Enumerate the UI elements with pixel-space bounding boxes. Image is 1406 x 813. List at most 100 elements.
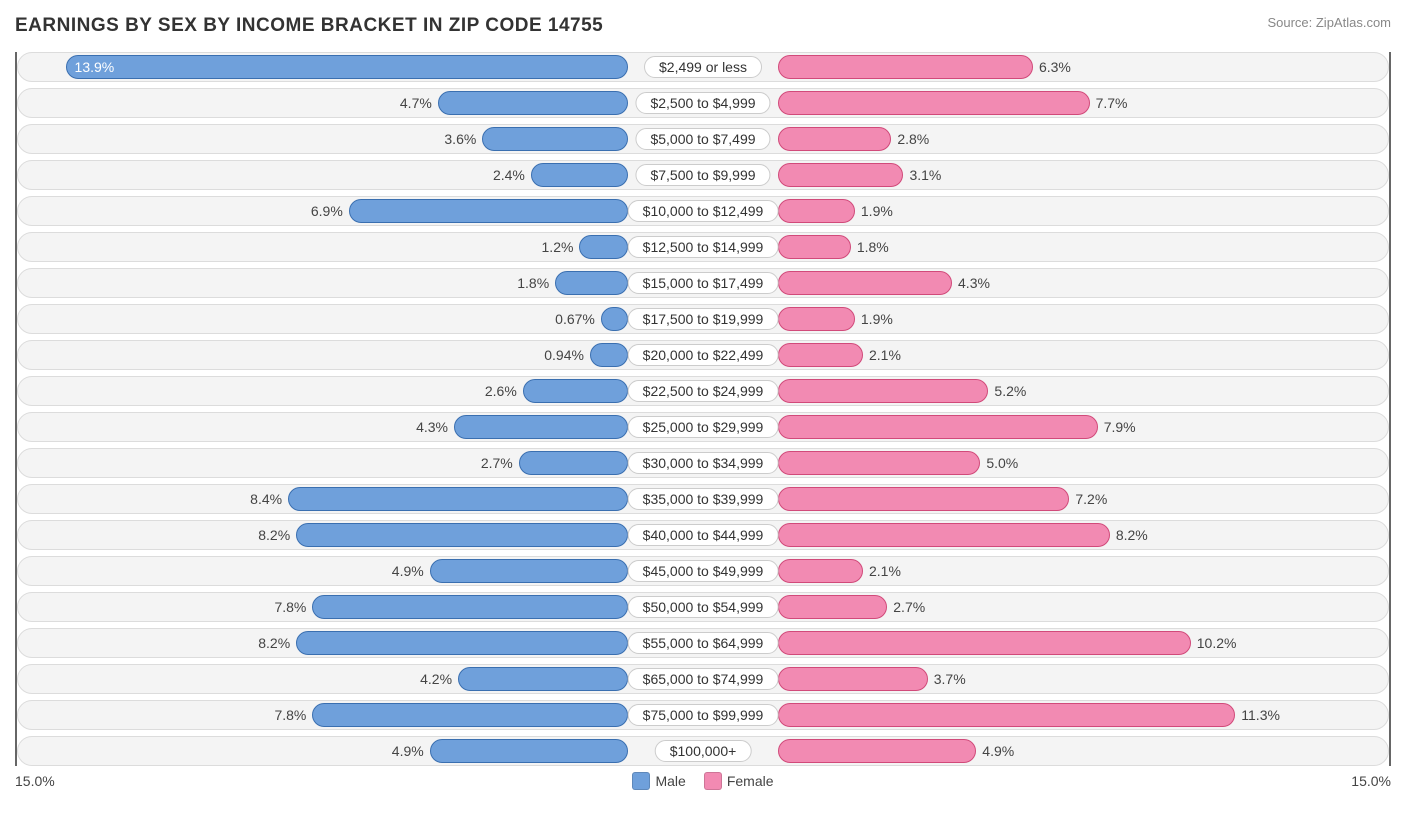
female-pct-label: 3.1% — [909, 167, 941, 183]
female-bar — [778, 55, 1033, 79]
male-half: 1.8% — [21, 271, 703, 295]
legend-male-label: Male — [655, 773, 685, 789]
male-half: 13.9% — [21, 55, 703, 79]
male-bar — [312, 595, 628, 619]
male-bar — [519, 451, 628, 475]
chart-row: 1.2%1.8%$12,500 to $14,999 — [17, 232, 1389, 262]
income-bracket-label: $5,000 to $7,499 — [635, 128, 770, 150]
legend-female: Female — [704, 772, 774, 790]
female-bar — [778, 235, 851, 259]
female-bar — [778, 127, 891, 151]
male-half: 7.8% — [21, 703, 703, 727]
male-pct-label: 0.94% — [544, 347, 584, 363]
female-half: 5.0% — [703, 451, 1385, 475]
chart-row: 0.94% 2.1%$20,000 to $22,499 — [17, 340, 1389, 370]
income-bracket-label: $75,000 to $99,999 — [628, 704, 779, 726]
female-bar — [778, 343, 863, 367]
income-bracket-label: $10,000 to $12,499 — [628, 200, 779, 222]
male-bar — [430, 739, 628, 763]
female-half: 3.7% — [703, 667, 1385, 691]
male-bar — [601, 307, 628, 331]
female-bar — [778, 703, 1235, 727]
female-pct-label: 1.9% — [861, 311, 893, 327]
female-half: 5.2% — [703, 379, 1385, 403]
male-pct-label: 2.7% — [481, 455, 513, 471]
male-pct-label: 6.9% — [311, 203, 343, 219]
male-half: 7.8% — [21, 595, 703, 619]
male-half: 4.9% — [21, 739, 703, 763]
income-bracket-label: $17,500 to $19,999 — [628, 308, 779, 330]
chart-plot-area: 13.9%6.3%$2,499 or less4.7%7.7%$2,500 to… — [15, 52, 1391, 766]
male-pct-label: 4.7% — [400, 95, 432, 111]
income-bracket-label: $20,000 to $22,499 — [628, 344, 779, 366]
female-pct-label: 4.9% — [982, 743, 1014, 759]
female-pct-label: 11.3% — [1241, 707, 1280, 723]
female-pct-label: 4.3% — [958, 275, 990, 291]
income-bracket-label: $55,000 to $64,999 — [628, 632, 779, 654]
female-half: 3.1% — [703, 163, 1385, 187]
male-pct-label: 1.2% — [542, 239, 574, 255]
male-half: 0.94% — [21, 343, 703, 367]
male-pct-label: 1.8% — [517, 275, 549, 291]
chart-row: 2.6% 5.2% $22,500 to $24,999 — [17, 376, 1389, 406]
chart-row: 8.2%8.2%$40,000 to $44,999 — [17, 520, 1389, 550]
female-half: 2.1% — [703, 559, 1385, 583]
female-half: 2.8% — [703, 127, 1385, 151]
female-bar — [778, 307, 855, 331]
female-bar — [778, 451, 980, 475]
female-half: 2.1% — [703, 343, 1385, 367]
male-half: 4.9% — [21, 559, 703, 583]
female-bar — [778, 487, 1069, 511]
chart-row: 4.3%7.9%$25,000 to $29,999 — [17, 412, 1389, 442]
axis-max-left: 15.0% — [15, 773, 55, 789]
legend-male-swatch — [632, 772, 650, 790]
female-half: 6.3% — [703, 55, 1385, 79]
income-bracket-label: $40,000 to $44,999 — [628, 524, 779, 546]
male-pct-label: 4.9% — [392, 563, 424, 579]
chart-header: EARNINGS BY SEX BY INCOME BRACKET IN ZIP… — [15, 15, 1391, 37]
male-bar — [296, 523, 628, 547]
male-half: 2.4% — [21, 163, 703, 187]
male-half: 6.9% — [21, 199, 703, 223]
female-bar — [778, 631, 1191, 655]
female-bar — [778, 523, 1110, 547]
male-bar — [523, 379, 628, 403]
male-half: 2.6% — [21, 379, 703, 403]
female-pct-label: 2.7% — [893, 599, 925, 615]
chart-row: 8.2%10.2%$55,000 to $64,999 — [17, 628, 1389, 658]
axis-max-right: 15.0% — [1351, 773, 1391, 789]
female-half: 4.9% — [703, 739, 1385, 763]
male-bar — [482, 127, 628, 151]
female-half: 7.2% — [703, 487, 1385, 511]
male-pct-label: 3.6% — [444, 131, 476, 147]
income-bracket-label: $7,500 to $9,999 — [635, 164, 770, 186]
female-bar — [778, 163, 903, 187]
male-bar — [349, 199, 628, 223]
chart-row: 3.6% 2.8%$5,000 to $7,499 — [17, 124, 1389, 154]
income-bracket-label: $65,000 to $74,999 — [628, 668, 779, 690]
male-half: 4.7% — [21, 91, 703, 115]
male-pct-label: 8.2% — [258, 635, 290, 651]
male-half: 8.2% — [21, 523, 703, 547]
male-half: 2.7% — [21, 451, 703, 475]
income-bracket-label: $100,000+ — [655, 740, 752, 762]
male-half: 4.2% — [21, 667, 703, 691]
male-bar — [555, 271, 628, 295]
chart-row: 4.9%4.9%$100,000+ — [17, 736, 1389, 766]
female-pct-label: 1.8% — [857, 239, 889, 255]
male-half: 8.2% — [21, 631, 703, 655]
income-bracket-label: $2,500 to $4,999 — [635, 92, 770, 114]
male-bar — [288, 487, 628, 511]
male-pct-label: 2.4% — [493, 167, 525, 183]
income-bracket-label: $35,000 to $39,999 — [628, 488, 779, 510]
female-bar — [778, 559, 863, 583]
income-bracket-label: $30,000 to $34,999 — [628, 452, 779, 474]
female-pct-label: 5.2% — [994, 383, 1026, 399]
female-half: 2.7% — [703, 595, 1385, 619]
male-bar — [296, 631, 628, 655]
legend-female-label: Female — [727, 773, 774, 789]
income-bracket-label: $22,500 to $24,999 — [628, 380, 779, 402]
chart-row: 4.9%2.1%$45,000 to $49,999 — [17, 556, 1389, 586]
income-bracket-label: $2,499 or less — [644, 56, 762, 78]
male-bar — [531, 163, 628, 187]
